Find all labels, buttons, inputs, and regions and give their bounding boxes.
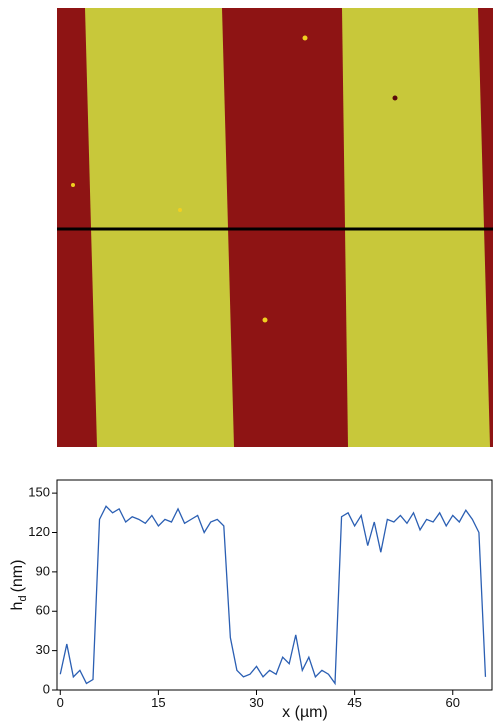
particle <box>178 208 182 212</box>
chart: 0 30 60 90 120 150 0 15 30 45 60 x (µm) hd (nm) <box>9 479 493 721</box>
x-axis-label: x (µm) <box>282 704 328 721</box>
x-tick-label: 15 <box>151 695 165 710</box>
y-axis-label: hd (nm) <box>9 560 29 611</box>
y-tick-label: 60 <box>36 603 50 618</box>
y-label-unit: (nm) <box>9 560 26 593</box>
y-tick-label: 90 <box>36 563 50 578</box>
particle <box>302 35 308 41</box>
x-tick-label: 45 <box>347 695 361 710</box>
x-tick-label: 30 <box>249 695 263 710</box>
y-tick-label: 150 <box>28 485 50 500</box>
y-tick-label: 120 <box>28 524 50 539</box>
particle <box>71 183 75 187</box>
y-label-main: h <box>9 602 26 611</box>
x-tick-label: 0 <box>57 695 64 710</box>
x-tick-label: 60 <box>446 695 460 710</box>
afm-image <box>57 8 493 447</box>
profile-line <box>59 505 487 686</box>
y-label-sub: d <box>17 595 29 601</box>
y-tick-label: 30 <box>36 642 50 657</box>
particle <box>392 95 398 101</box>
particle <box>262 317 268 323</box>
y-tick-label: 0 <box>43 681 50 696</box>
plot-frame <box>56 479 493 691</box>
